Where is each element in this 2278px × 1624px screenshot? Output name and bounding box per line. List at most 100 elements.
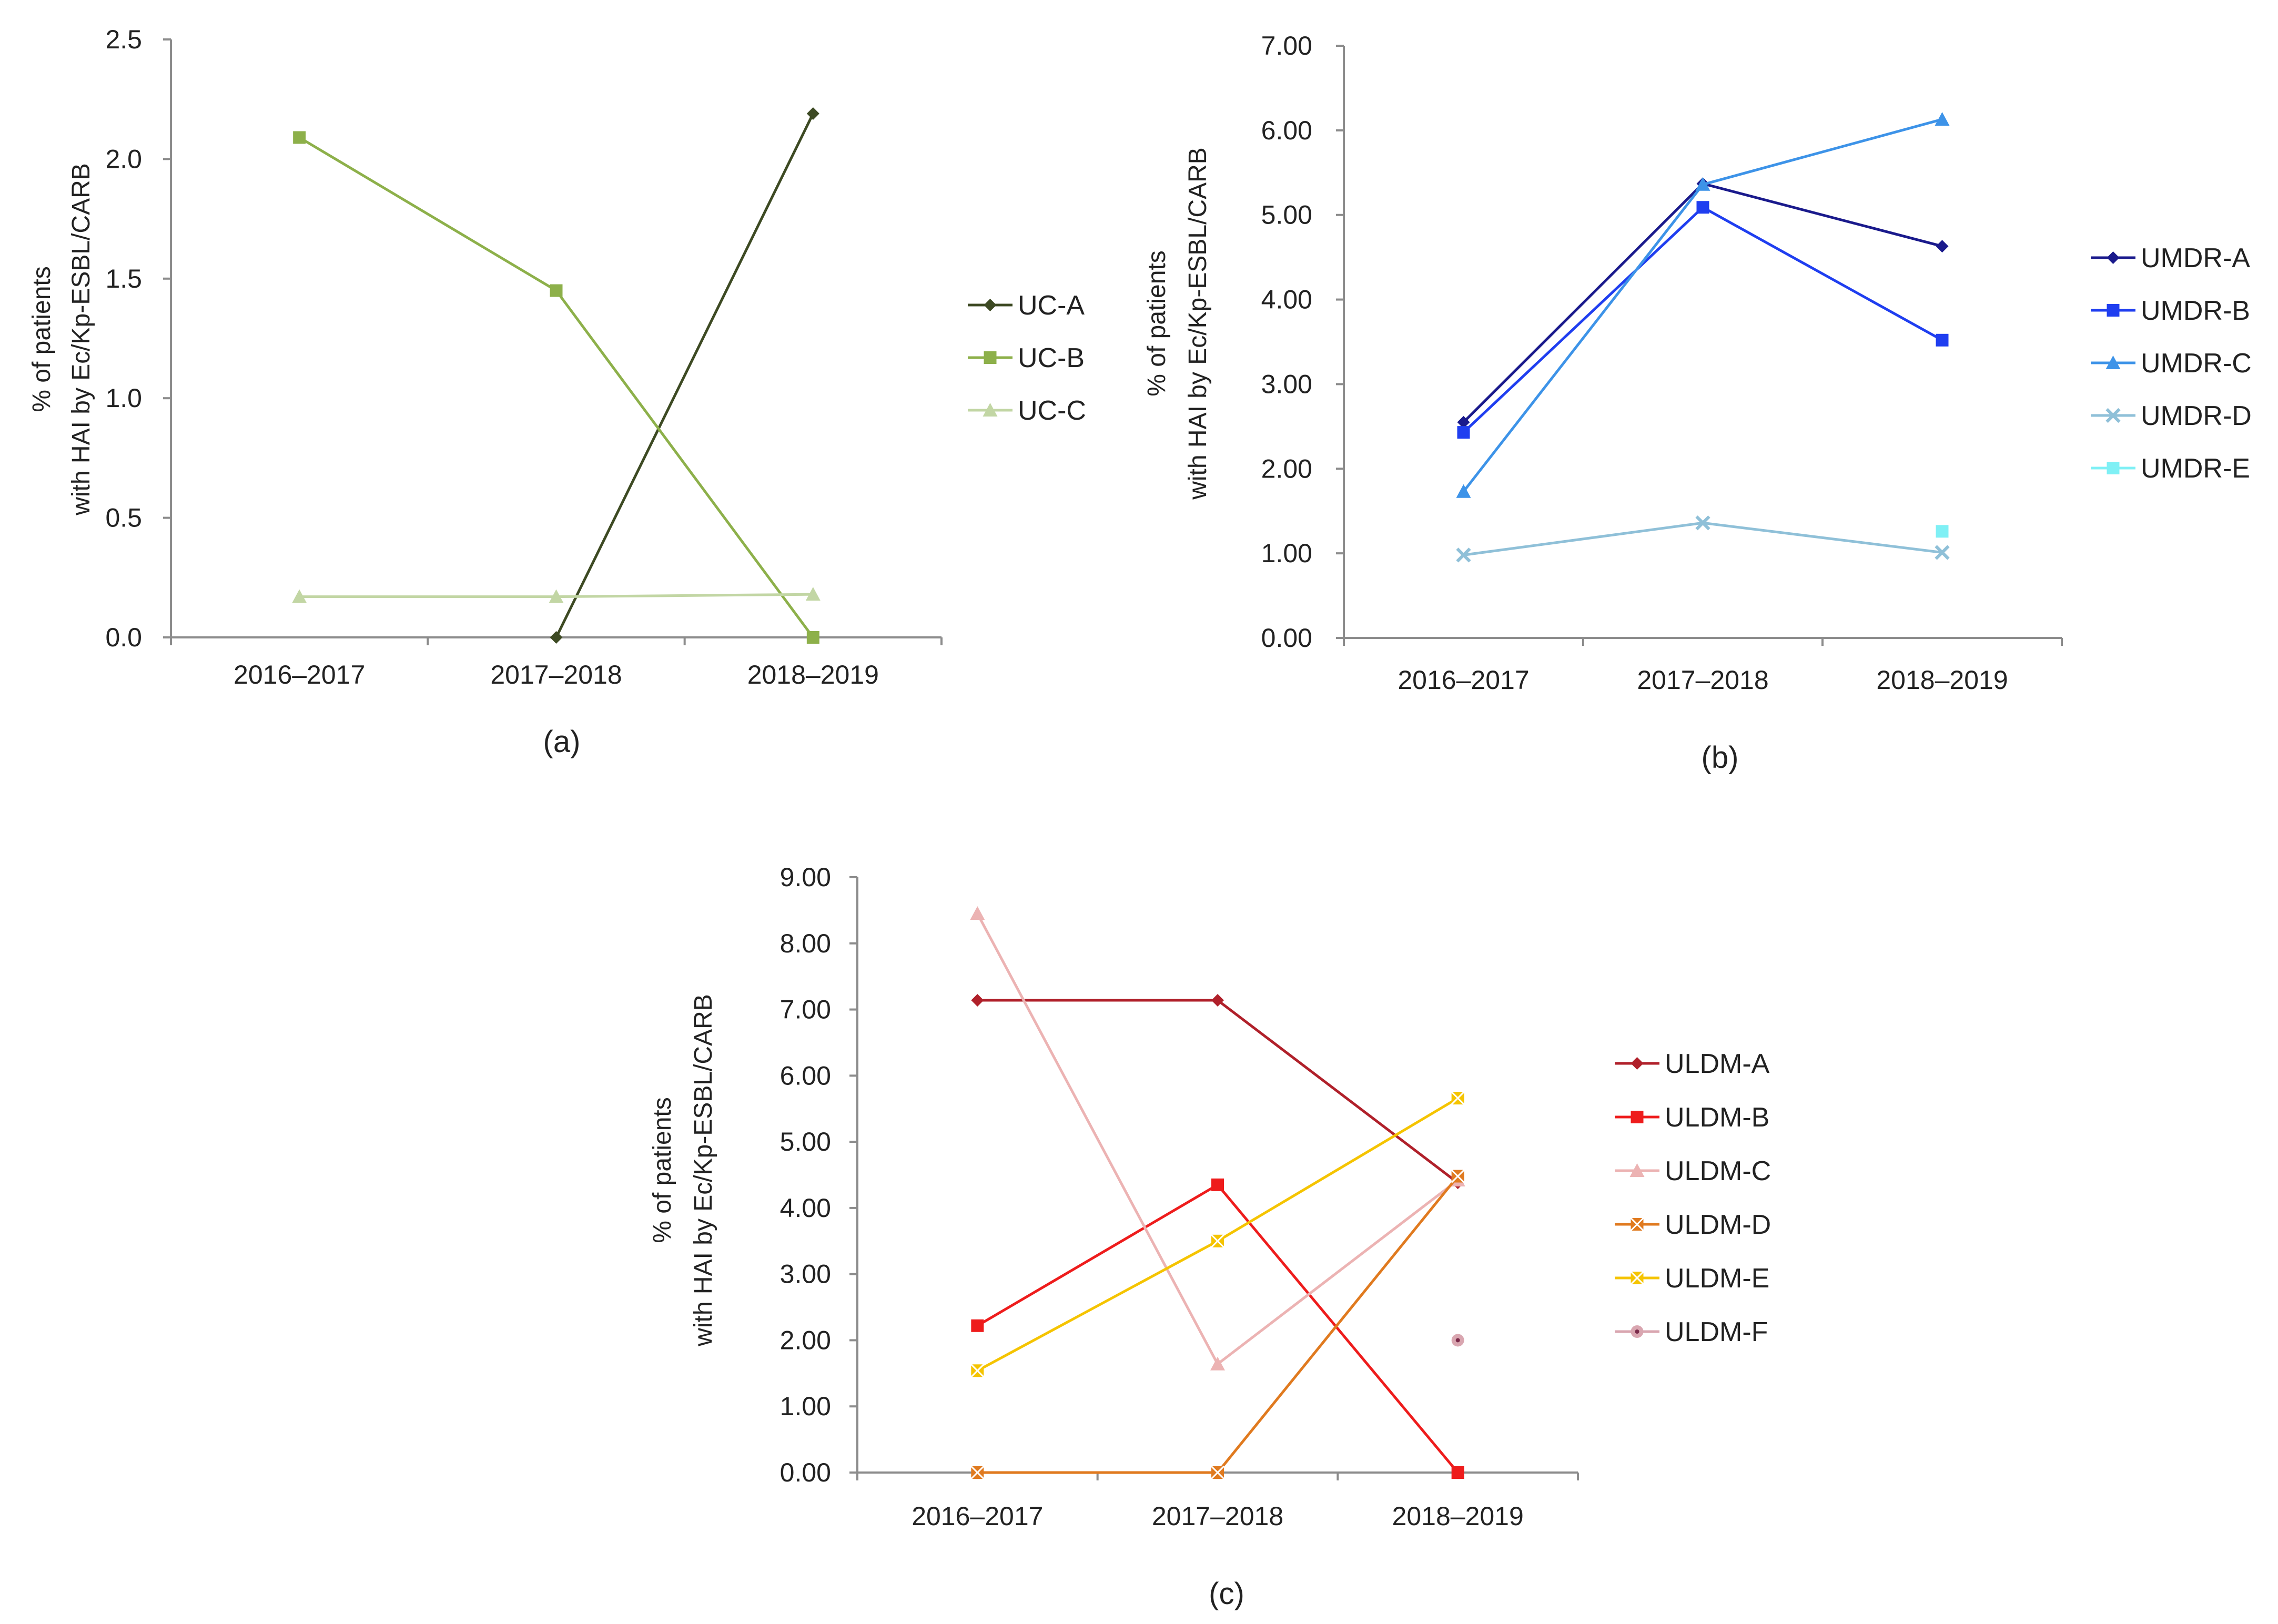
UC-C-point <box>549 589 564 603</box>
series-ULDM-F <box>1451 1334 1464 1347</box>
x-tick-label: 2018–2019 <box>1392 1501 1524 1531</box>
legend-label: ULDM-D <box>1665 1210 1771 1240</box>
y-tick-label: 5.00 <box>780 1127 831 1156</box>
y-axis-title: % of patients with HAI by Ec/Kp-ESBL/CARB <box>28 163 95 516</box>
ULDM-B-line <box>977 1183 1459 1474</box>
ULDM-E-legend-marker <box>1630 1271 1644 1285</box>
ULDM-C-legend-marker <box>1629 1163 1645 1177</box>
series-UC-A <box>550 107 819 644</box>
y-tick-label: 4.00 <box>780 1193 831 1223</box>
legend-label: UC-C <box>1018 395 1086 426</box>
y-tick-label: 7.00 <box>1261 31 1312 60</box>
y-tick-label: 1.5 <box>105 264 142 293</box>
ULDM-D-legend-marker <box>1630 1217 1644 1232</box>
y-tick-label: 2.00 <box>780 1325 831 1355</box>
x-tick-label: 2018–2019 <box>747 660 879 689</box>
ULDM-C-point <box>970 906 985 920</box>
UMDR-C-point <box>1456 484 1471 498</box>
legend-item-ULDM-C: ULDM-C <box>1615 1156 1771 1186</box>
y-axis-title-line: % of patients <box>28 266 56 412</box>
legend-label: UC-A <box>1018 290 1085 321</box>
legend-item-UC-A: UC-A <box>968 290 1085 321</box>
legend-item-UMDR-A: UMDR-A <box>2091 243 2250 273</box>
legend-item-UMDR-E: UMDR-E <box>2091 453 2250 484</box>
series-UMDR-C <box>1456 111 1950 498</box>
UMDR-A-point <box>1457 415 1470 429</box>
legend-item-UMDR-C: UMDR-C <box>2091 348 2252 379</box>
legend-label: ULDM-E <box>1665 1263 1769 1294</box>
ULDM-A-line <box>977 999 1459 1184</box>
UMDR-D-point <box>1695 515 1710 531</box>
UC-B-legend-marker <box>984 351 997 364</box>
ULDM-D-point <box>1210 1465 1225 1480</box>
x-tick-label: 2017–2018 <box>490 660 622 689</box>
ULDM-B-point <box>1211 1178 1224 1191</box>
UMDR-B-point <box>1936 333 1949 347</box>
ULDM-D-point <box>1451 1169 1465 1183</box>
chart-panel-c: 0.00 1.00 2.00 3.00 4.00 5.00 6.00 7.00 8.00 9.00… <box>649 862 1771 1611</box>
y-tick-label: 2.00 <box>1261 454 1312 483</box>
y-axis-title: % of patients with HAI by Ec/Kp-ESBL/CARB <box>1143 147 1212 500</box>
legend-item-UC-C: UC-C <box>968 395 1086 426</box>
y-tick-label: 0.00 <box>780 1458 831 1487</box>
UC-B-point <box>550 284 563 297</box>
panel-label: (b) <box>1702 740 1739 775</box>
y-tick-label: 8.00 <box>780 929 831 958</box>
y-tick-label: 5.00 <box>1261 200 1312 230</box>
ULDM-D-point <box>970 1465 985 1480</box>
UC-C-point <box>292 589 307 603</box>
panel-label: (a) <box>543 725 581 759</box>
ULDM-B-legend-marker <box>1631 1111 1644 1123</box>
x-tick-label: 2017–2018 <box>1637 665 1768 695</box>
legend-label: UMDR-C <box>2141 348 2252 379</box>
x-tick-label: 2016–2017 <box>234 660 365 689</box>
ULDM-A-legend-marker <box>1631 1057 1644 1070</box>
ULDM-A-point <box>971 993 984 1007</box>
UC-C-point <box>805 587 821 601</box>
legend-item-ULDM-F: ULDM-F <box>1615 1317 1768 1347</box>
UC-B-point <box>293 131 306 144</box>
legend-label: UMDR-E <box>2141 453 2250 484</box>
UMDR-B-legend-marker <box>2107 304 2120 317</box>
y-axis-title-line: with HAI by Ec/Kp-ESBL/CARB <box>690 994 717 1347</box>
x-tick-label: 2016–2017 <box>912 1501 1043 1531</box>
legend-label: ULDM-B <box>1665 1102 1769 1133</box>
legend-item-ULDM-A: ULDM-A <box>1615 1049 1770 1079</box>
y-axis-title: % of patients with HAI by Ec/Kp-ESBL/CARB <box>649 994 717 1347</box>
x-tick-label: 2017–2018 <box>1152 1501 1283 1531</box>
x-tick-label: 2016–2017 <box>1398 665 1529 695</box>
y-tick-label: 0.5 <box>105 503 142 533</box>
UMDR-D-point <box>1456 547 1471 563</box>
y-tick-label: 1.00 <box>1261 539 1312 568</box>
UMDR-D-point <box>1935 545 1950 560</box>
y-tick-label: 4.00 <box>1261 285 1312 314</box>
legend-item-UMDR-B: UMDR-B <box>2091 296 2250 326</box>
y-tick-label: 2.0 <box>105 144 142 174</box>
ULDM-B-point <box>971 1319 984 1332</box>
UC-A-point <box>550 631 563 644</box>
series-UMDR-D <box>1456 515 1950 563</box>
UMDR-C-point <box>1695 177 1710 191</box>
UMDR-C-line <box>1462 118 1943 493</box>
legend-label: ULDM-F <box>1665 1317 1768 1347</box>
ULDM-C-point <box>1210 1356 1225 1371</box>
x-tick-label: 2018–2019 <box>1876 665 2008 695</box>
series-ULDM-B <box>971 1178 1464 1479</box>
chart-panel-b: 0.00 1.00 2.00 3.00 4.00 5.00 6.00 7.00 2016–201… <box>1143 31 2252 775</box>
legend-item-ULDM-B: ULDM-B <box>1615 1102 1769 1133</box>
UC-B-line <box>298 136 814 638</box>
legend-item-UMDR-D: UMDR-D <box>2091 401 2252 431</box>
UC-A-line <box>555 113 815 638</box>
legend-item-ULDM-D: ULDM-D <box>1615 1210 1771 1240</box>
legend-item-UC-B: UC-B <box>968 343 1085 373</box>
legend-label: UMDR-D <box>2141 401 2252 431</box>
UMDR-C-point <box>1935 111 1950 126</box>
UC-C-legend-marker <box>983 403 998 417</box>
y-tick-label: 0.0 <box>105 623 142 652</box>
series-ULDM-E <box>970 1091 1465 1378</box>
series-UC-B <box>293 131 819 644</box>
UMDR-C-legend-marker <box>2105 356 2121 369</box>
ULDM-E-point <box>1451 1091 1465 1105</box>
legend-item-ULDM-E: ULDM-E <box>1615 1263 1769 1294</box>
ULDM-A-point <box>1211 993 1224 1007</box>
